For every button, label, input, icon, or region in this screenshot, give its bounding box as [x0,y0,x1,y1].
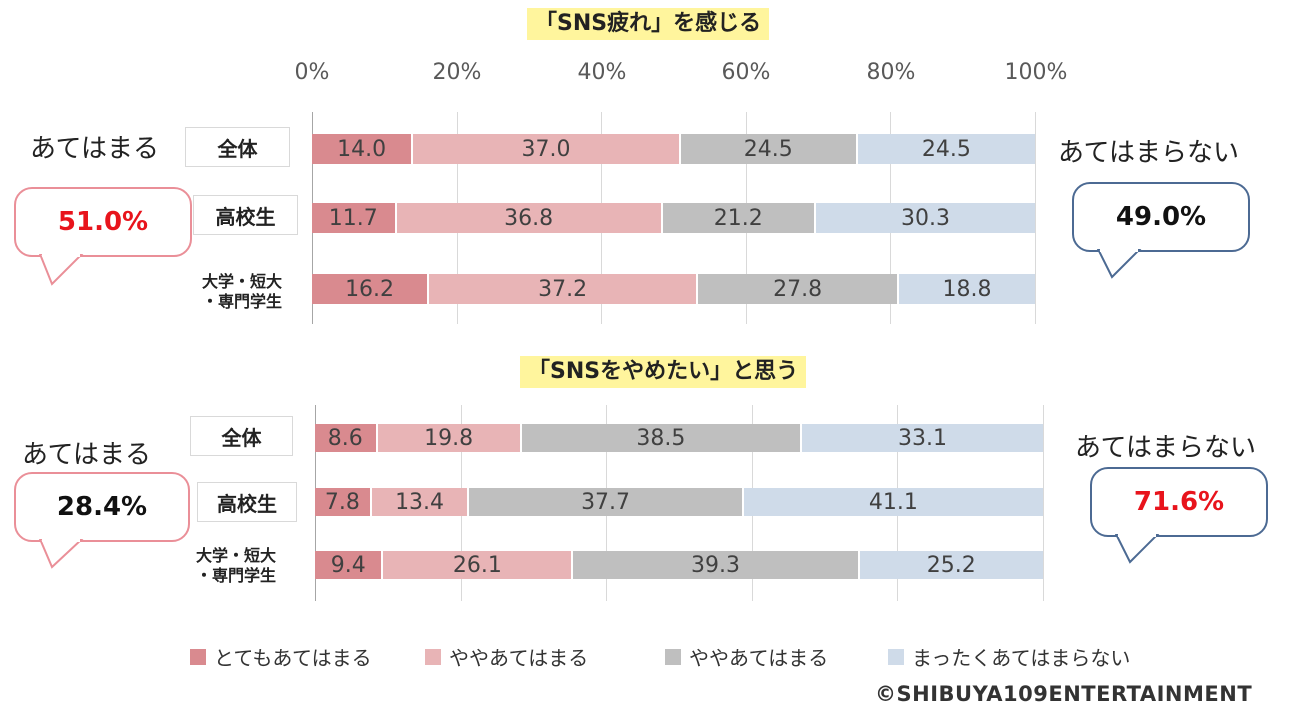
copyright: ©SHIBUYA109ENTERTAINMENT [875,682,1253,706]
chart2-bar-row1-somewhat-gray: 37.7 [469,488,744,516]
legend-item-somewhat-gray: ややあてはまる [665,642,828,671]
chart2-right-pct: 71.6% [1133,487,1225,517]
legend-item-very: とてもあてはまる [190,642,372,671]
x-tick-20: 20% [432,60,482,85]
chart2-bar-row2-very: 9.4 [315,551,384,579]
chart1-bar-row1-somewhat-gray: 21.2 [662,203,816,233]
chart2-right-bubble-tail [1114,534,1160,564]
chart2-left-bubble-tail [38,539,84,569]
x-tick-100: 100% [1004,60,1068,85]
chart2-bar-row0-somewhat: 19.8 [377,424,522,452]
legend-swatch-somewhat-gray [665,648,681,665]
chart2-row-label-highschool: 高校生 [197,482,297,522]
chart1-bar-row2-somewhat-gray: 27.8 [698,274,900,304]
x-tick-40: 40% [577,60,627,85]
chart1-bar-row2-somewhat: 37.2 [429,274,699,304]
chart1-row-label-university-line2: ・専門学生 [201,292,282,311]
chart2-bar-row0-somewhat-gray: 38.5 [521,424,803,452]
chart2-bar-row1-somewhat: 13.4 [371,488,470,516]
chart1-row-label-highschool: 高校生 [193,195,298,235]
chart1-left-bubble: 51.0% [14,187,192,257]
chart1-row-label-university: 大学・短大 ・専門学生 [186,270,298,314]
x-tick-60: 60% [721,60,771,85]
chart2-bar-row1-very: 7.8 [315,488,372,516]
chart1-bar-row0-somewhat: 37.0 [413,134,681,164]
x-tick-0: 0% [294,60,330,85]
legend-label-not-at-all: まったくあてはまらない [912,646,1131,670]
chart1-left-bubble-tail [38,254,84,286]
chart1-bar-row0-not-at-all: 24.5 [857,134,1035,164]
chart2-right-bubble: 71.6% [1090,467,1268,537]
chart2-row-label-university-line2: ・専門学生 [195,566,276,585]
chart2-bar-row2-somewhat-gray: 39.3 [573,551,860,579]
chart1-bar-row0-somewhat-gray: 24.5 [680,134,858,164]
chart1-left-word: あてはまる [30,134,159,164]
chart2-row-label-university: 大学・短大 ・専門学生 [180,544,292,588]
chart1-gridline-100 [1035,112,1036,324]
chart2-left-pct: 28.4% [56,492,148,522]
legend-label-somewhat: ややあてはまる [449,646,589,670]
chart1-left-pct: 51.0% [57,207,149,237]
chart1-right-bubble-tail [1096,249,1142,279]
chart2-row-label-university-line1: 大学・短大 [195,546,276,565]
chart2-title: 「SNSをやめたい」と思う [520,356,807,388]
x-tick-80: 80% [866,60,916,85]
chart2-left-word: あてはまる [22,440,151,470]
chart2-bar-row1-not-at-all: 41.1 [743,488,1043,516]
chart1-row-label-university-line1: 大学・短大 [201,272,282,291]
chart2-bar-row0-very: 8.6 [315,424,378,452]
chart1-title: 「SNS疲れ」を感じる [527,8,770,40]
legend-item-not-at-all: まったくあてはまらない [888,642,1130,671]
legend-item-somewhat: ややあてはまる [425,642,588,671]
chart1-right-word: あてはまらない [1058,138,1239,168]
chart1-bar-row1-very: 11.7 [312,203,397,233]
chart2-plot: 8.6 19.8 38.5 33.1 7.8 13.4 37.7 41.1 9.4 26.1 39.… [315,405,1044,601]
chart1-plot: 14.0 37.0 24.5 24.5 11.7 36.8 21.2 30.3 16.2 37.2… [312,112,1036,324]
chart1-bar-row0-very: 14.0 [312,134,414,164]
chart2-gridline-100 [1043,405,1044,601]
chart2-bar-row2-not-at-all: 25.2 [859,551,1043,579]
chart1-bar-row2-very: 16.2 [312,274,430,304]
legend-label-very: とてもあてはまる [214,646,372,670]
chart2-bar-row2-somewhat: 26.1 [383,551,574,579]
chart1-bar-row2-not-at-all: 18.8 [899,274,1035,304]
chart2-row-label-all: 全体 [190,416,293,456]
chart2-right-word: あてはまらない [1075,433,1256,463]
legend-swatch-very [190,648,206,665]
chart2-left-bubble: 28.4% [14,472,190,542]
chart2-bar-row0-not-at-all: 33.1 [802,424,1043,452]
chart1-bar-row1-not-at-all: 30.3 [815,203,1035,233]
chart1-right-pct: 49.0% [1115,202,1207,232]
chart1-bar-row1-somewhat: 36.8 [396,203,663,233]
chart1-row-label-all: 全体 [185,127,290,167]
legend-swatch-somewhat [425,648,441,665]
chart1-right-bubble: 49.0% [1072,182,1250,252]
legend-label-somewhat-gray: ややあてはまる [689,646,829,670]
legend-swatch-not-at-all [888,648,904,665]
